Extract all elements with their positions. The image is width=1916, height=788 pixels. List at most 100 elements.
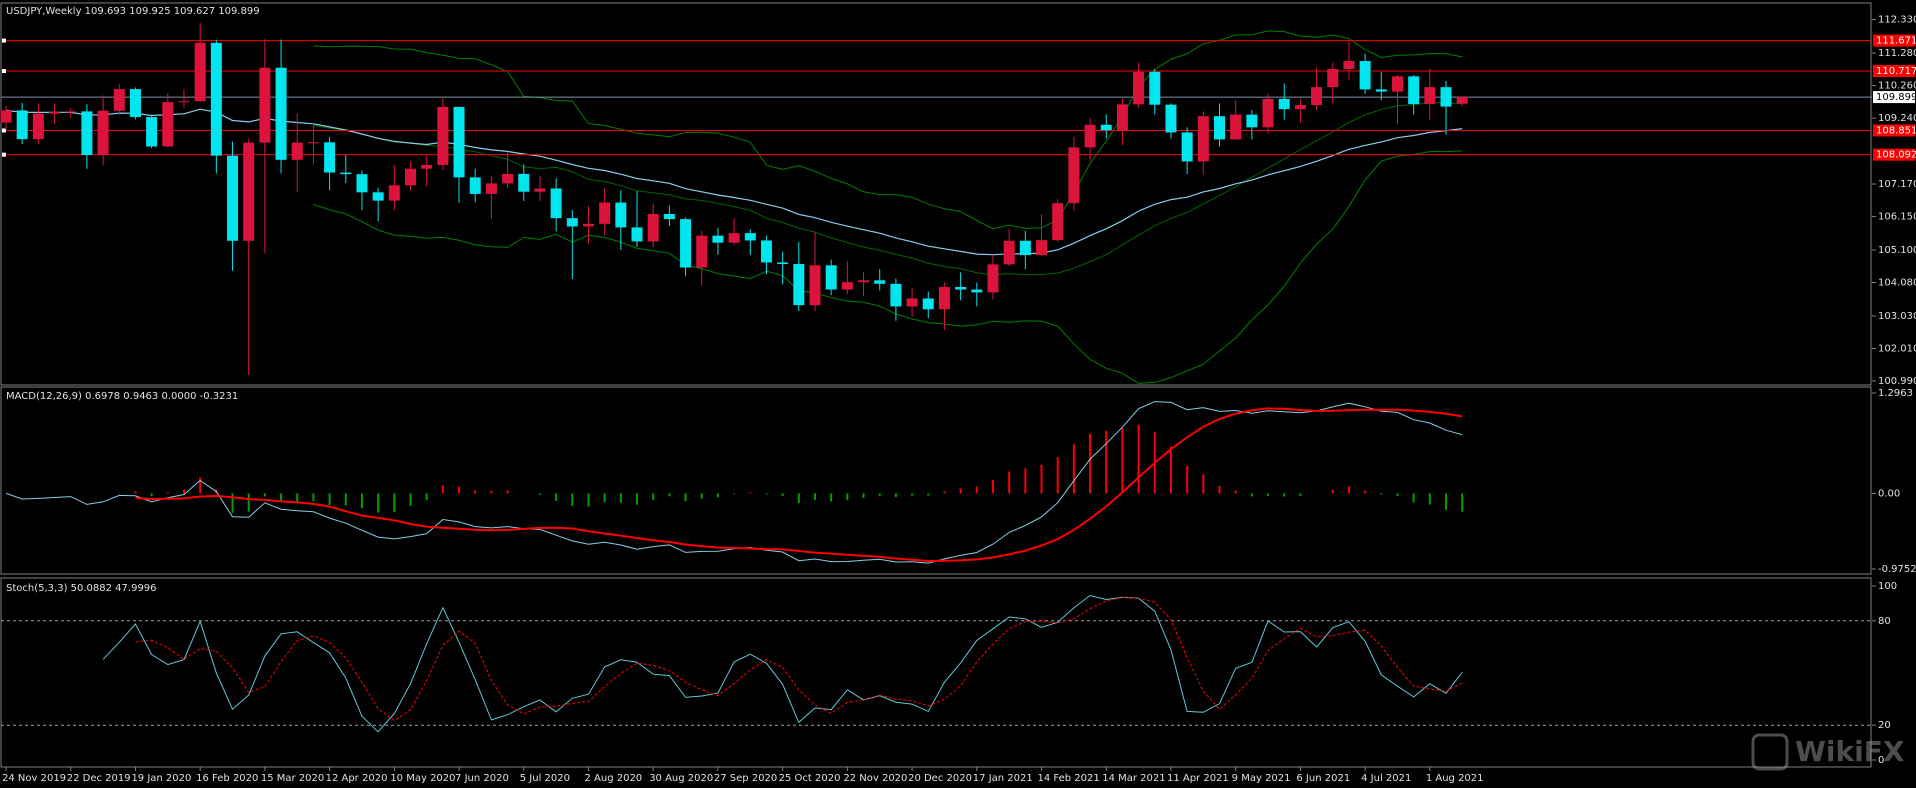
- candle-body: [162, 102, 174, 147]
- candle-body: [1327, 68, 1339, 88]
- x-tick-label: 6 Jun 2021: [1296, 773, 1350, 784]
- stoch-d: [135, 596, 1463, 722]
- candle-body: [146, 117, 158, 147]
- y-tick-label: -0.9752: [1878, 564, 1916, 575]
- candle-body: [1197, 116, 1209, 162]
- level-label: 111.671: [1876, 36, 1916, 47]
- candle-body: [793, 264, 805, 306]
- watermark: WikiFX: [1751, 733, 1905, 771]
- candle-body: [955, 286, 967, 290]
- x-tick-label: 14 Feb 2021: [1038, 773, 1100, 784]
- candle-body: [712, 235, 724, 243]
- macd-title: MACD(12,26,9) 0.6978 0.9463 0.0000 -0.32…: [6, 391, 238, 402]
- level-marker: [2, 152, 6, 157]
- candle-body: [874, 280, 886, 284]
- candle-body: [485, 183, 497, 194]
- level-label: 110.717: [1876, 66, 1916, 77]
- candle-body: [809, 265, 821, 306]
- candle-body: [1149, 71, 1161, 105]
- moving-average: [5, 108, 1463, 256]
- bollinger-middle: [313, 102, 1463, 276]
- y-tick-label: 107.170: [1878, 179, 1916, 190]
- candle-body: [1116, 104, 1128, 131]
- candle-body: [97, 110, 109, 156]
- candle-body: [356, 174, 368, 193]
- candle-body: [760, 240, 772, 263]
- x-tick-label: 10 May 2020: [390, 773, 455, 784]
- candle-body: [971, 289, 983, 293]
- level-marker: [2, 128, 6, 133]
- y-tick-label: 20: [1878, 720, 1891, 731]
- candle-body: [243, 142, 255, 241]
- candle-body: [502, 173, 514, 184]
- last-price-label: 109.899: [1876, 92, 1916, 103]
- y-tick-label: 0: [1878, 755, 1884, 766]
- y-tick-label: 109.240: [1878, 113, 1916, 124]
- level-label: 108.092: [1876, 150, 1916, 161]
- candle-body: [922, 298, 934, 310]
- x-tick-label: 22 Nov 2020: [843, 773, 907, 784]
- x-tick-label: 27 Sep 2020: [714, 773, 777, 784]
- candle-body: [1278, 98, 1290, 110]
- candle-body: [1036, 240, 1048, 256]
- candle-body: [534, 188, 546, 192]
- candle-body: [1408, 76, 1420, 105]
- candle-body: [129, 89, 141, 118]
- candle-body: [453, 106, 465, 178]
- candle-body: [1456, 97, 1468, 104]
- x-tick-label: 4 Jul 2021: [1361, 773, 1411, 784]
- candle-body: [388, 185, 400, 201]
- candle-body: [906, 298, 918, 307]
- level-tag: [1873, 65, 1915, 78]
- watermark-text: WikiFX: [1795, 735, 1905, 768]
- candle-body: [1359, 61, 1371, 90]
- macd-panel: [0, 386, 1872, 575]
- candle-body: [469, 177, 481, 194]
- candle-body: [1181, 132, 1193, 162]
- x-tick-label: 11 Apr 2021: [1167, 773, 1229, 784]
- y-tick-label: 106.150: [1878, 212, 1916, 223]
- level-marker: [2, 38, 6, 43]
- candle-body: [1068, 147, 1080, 204]
- candle-body: [825, 265, 837, 290]
- x-tick-label: 19 Jan 2020: [131, 773, 191, 784]
- candle-body: [1214, 116, 1225, 140]
- candle-body: [744, 233, 756, 241]
- x-tick-label: 24 Nov 2019: [2, 773, 66, 784]
- x-tick-label: 9 May 2021: [1232, 773, 1291, 784]
- candle-body: [32, 113, 44, 140]
- candle-body: [421, 164, 433, 169]
- watermark-icon: [1751, 733, 1789, 771]
- candle-body: [1084, 124, 1096, 148]
- y-tick-label: 105.100: [1878, 245, 1916, 256]
- candle-body: [582, 223, 594, 227]
- y-tick-label: 103.030: [1878, 311, 1916, 322]
- candle-body: [275, 67, 287, 160]
- x-tick-label: 15 Mar 2020: [261, 773, 324, 784]
- candle-body: [65, 111, 77, 113]
- x-tick-label: 17 Jan 2021: [973, 773, 1033, 784]
- bollinger-lower: [313, 150, 1463, 384]
- candle-body: [566, 218, 578, 227]
- y-tick-label: 102.010: [1878, 343, 1916, 354]
- y-tick-label: 1.2963: [1878, 388, 1913, 399]
- x-tick-label: 22 Dec 2019: [67, 773, 131, 784]
- candle-body: [1230, 114, 1242, 140]
- y-tick-label: 104.080: [1878, 278, 1916, 289]
- y-tick-label: 111.280: [1878, 48, 1916, 59]
- level-tag: [1873, 148, 1915, 161]
- candle-body: [647, 214, 659, 242]
- candle-body: [987, 264, 999, 293]
- x-tick-label: 14 Mar 2021: [1102, 773, 1165, 784]
- candle-body: [113, 89, 125, 111]
- candle-body: [1133, 71, 1145, 105]
- x-tick-label: 2 Aug 2020: [584, 773, 642, 784]
- y-tick-label: 100.990: [1878, 376, 1916, 387]
- candle-body: [227, 155, 239, 241]
- level-label: 108.851: [1876, 125, 1916, 136]
- candle-body: [1311, 87, 1323, 106]
- candle-body: [1391, 76, 1403, 92]
- candle-body: [49, 112, 61, 114]
